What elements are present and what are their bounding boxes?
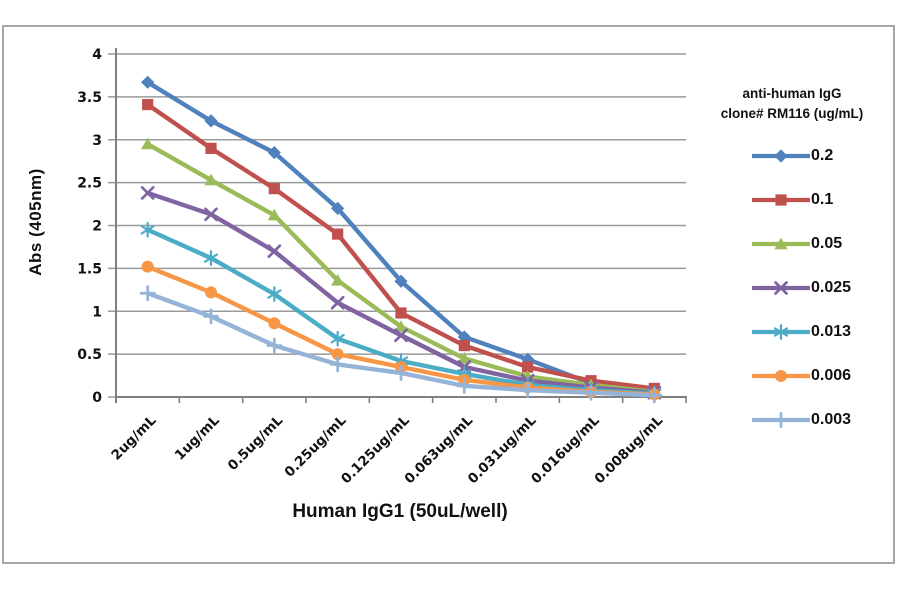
series-marker: [267, 146, 281, 160]
series-marker: [267, 286, 282, 302]
legend-marker: [774, 237, 788, 250]
x-tick-label: 0.008ug/mL: [592, 412, 667, 487]
series-marker: [142, 98, 154, 111]
legend-item: 0.2: [688, 134, 896, 178]
series-marker: [268, 183, 280, 195]
square-marker-icon: [752, 194, 810, 206]
series-marker: [583, 384, 599, 401]
series-marker: [395, 307, 407, 319]
diamond-marker-icon: [752, 149, 810, 163]
series-marker: [522, 361, 534, 373]
series-marker: [139, 285, 156, 302]
x-marker-icon: [752, 281, 810, 295]
series-marker: [457, 352, 471, 364]
series-marker: [646, 387, 663, 404]
series-marker: [457, 330, 471, 344]
legend-items: 0.2 0.1 0.05 0.025 0.013 0.006 0.003: [688, 134, 896, 442]
series-marker: [331, 273, 345, 286]
y-tick-label: 3: [92, 133, 102, 149]
series-0.1: [142, 98, 660, 395]
circle-marker-icon: [752, 370, 810, 382]
series-line: [145, 102, 657, 391]
legend-item-label: 0.003: [811, 411, 852, 428]
series-marker: [267, 244, 282, 259]
series-marker: [268, 317, 281, 330]
series-marker: [330, 295, 345, 310]
legend-title: anti-human IgG clone# RM116 (ug/mL): [688, 84, 896, 124]
x-axis-title: Human IgG1 (50uL/well): [292, 501, 508, 522]
series-marker: [204, 114, 218, 128]
series-marker: [456, 377, 473, 394]
series-marker: [331, 348, 344, 361]
plus-marker-icon: [752, 412, 810, 428]
y-tick-label: 1.5: [77, 261, 102, 277]
series-marker: [141, 137, 155, 150]
series-marker: [140, 186, 155, 200]
series-marker: [203, 308, 219, 325]
series-marker: [330, 330, 345, 347]
legend-item: 0.1: [688, 178, 896, 222]
legend-item: 0.006: [688, 354, 896, 398]
legend-item: 0.013: [688, 310, 896, 354]
legend-marker: [774, 149, 788, 163]
y-tick-label: 3.5: [77, 90, 102, 106]
series-marker: [331, 201, 345, 215]
legend-item-label: 0.006: [811, 367, 852, 384]
y-tick-label: 1: [92, 304, 102, 320]
series-marker: [205, 142, 217, 154]
series-marker: [204, 173, 218, 186]
legend: anti-human IgG clone# RM116 (ug/mL) 0.2 0…: [688, 84, 896, 442]
series-line: [145, 80, 657, 392]
series-marker: [141, 260, 154, 273]
series-marker: [394, 320, 408, 332]
y-tick-label: 0: [92, 390, 102, 406]
y-axis-title: Abs (405nm): [26, 168, 45, 276]
series-marker: [332, 228, 344, 240]
legend-marker: [775, 370, 787, 382]
x-tick-label: 0.5ug/mL: [225, 412, 287, 474]
series-marker: [140, 221, 155, 238]
x-tick-label: 2ug/mL: [108, 412, 159, 463]
series-marker: [519, 382, 536, 399]
series-marker: [205, 286, 217, 299]
legend-item: 0.003: [688, 398, 896, 442]
legend-item-label: 0.1: [811, 191, 834, 208]
legend-item-label: 0.2: [811, 147, 834, 164]
legend-marker: [773, 412, 789, 428]
series-0.2: [141, 75, 661, 396]
series-marker: [203, 250, 219, 266]
legend-item: 0.05: [688, 222, 896, 266]
series-marker: [458, 339, 470, 352]
series-marker: [394, 274, 408, 288]
asterisk-marker-icon: [752, 324, 810, 340]
x-tick-label: 0.25ug/mL: [281, 412, 349, 480]
y-tick-label: 2: [92, 219, 102, 235]
legend-item-label: 0.013: [811, 323, 852, 340]
series-marker: [141, 75, 155, 89]
legend-marker: [775, 194, 787, 206]
series-marker: [521, 352, 535, 366]
series-marker: [204, 207, 218, 222]
series-0.003: [139, 285, 663, 404]
x-tick-label: 1ug/mL: [172, 412, 223, 463]
series-marker: [267, 208, 281, 221]
series-marker: [329, 356, 346, 373]
series-marker: [394, 328, 408, 343]
legend-title-line-1: anti-human IgG: [742, 86, 842, 101]
legend-marker: [773, 324, 789, 340]
legend-item: 0.025: [688, 266, 896, 310]
y-tick-label: 2.5: [77, 176, 102, 192]
y-tick-label: 0.5: [77, 347, 102, 363]
series-marker: [393, 365, 409, 381]
legend-marker: [774, 281, 788, 295]
triangle-marker-icon: [752, 237, 810, 250]
legend-item-label: 0.025: [811, 279, 852, 296]
y-tick-label: 4: [92, 47, 102, 63]
legend-title-line-2: clone# RM116 (ug/mL): [720, 106, 864, 121]
series-marker: [266, 337, 283, 354]
legend-item-label: 0.05: [811, 235, 843, 252]
